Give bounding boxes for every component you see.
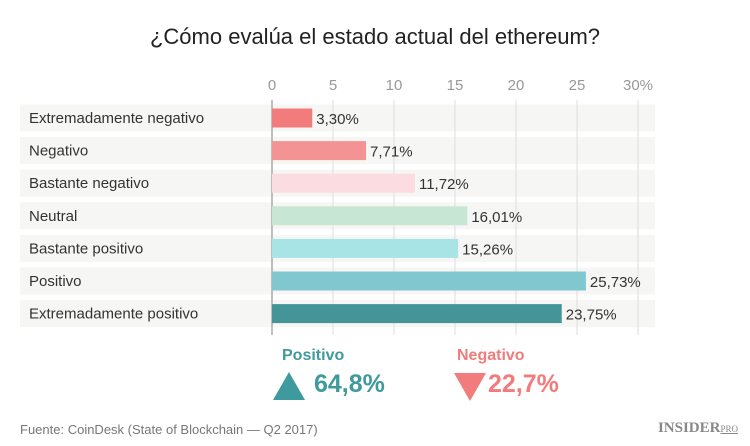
- category-label: Neutral: [29, 208, 77, 225]
- data-label: 11,72%: [419, 176, 469, 193]
- triangle-down-icon: [454, 373, 486, 401]
- x-tick-label: 20: [508, 77, 525, 94]
- x-tick-label: 30%: [623, 77, 653, 94]
- data-label: 25,73%: [590, 274, 641, 291]
- logo-text: INSIDER: [657, 420, 721, 436]
- x-tick-label: 25: [569, 77, 586, 94]
- category-label: Bastante negativo: [29, 175, 149, 192]
- bar: [272, 238, 459, 258]
- negative-value: 22,7%: [488, 370, 559, 398]
- data-label: 7,71%: [370, 144, 413, 161]
- source-note: Fuente: CoinDesk (State of Blockchain — …: [20, 422, 318, 437]
- logo-suffix: PRO: [720, 424, 738, 434]
- category-label: Positivo: [29, 273, 82, 290]
- positive-summary: Positivo: [282, 347, 344, 365]
- x-tick-label: 15: [447, 77, 464, 94]
- negative-summary: Negativo: [457, 347, 525, 365]
- bar: [272, 173, 415, 193]
- category-label: Extremadamente negativo: [29, 110, 204, 127]
- bar: [272, 108, 313, 128]
- x-tick-label: 5: [329, 77, 337, 94]
- negative-label: Negativo: [457, 347, 525, 364]
- x-tick-label: 0: [268, 77, 276, 94]
- data-label: 23,75%: [566, 307, 617, 324]
- bar: [272, 206, 468, 226]
- positive-label: Positivo: [282, 347, 345, 364]
- row-background: [20, 104, 655, 132]
- positive-value: 64,8%: [314, 370, 385, 398]
- category-label: Bastante positivo: [29, 240, 143, 257]
- data-label: 3,30%: [316, 111, 359, 128]
- chart-title: ¿Cómo evalúa el estado actual del ethere…: [149, 24, 601, 49]
- x-tick-label: 10: [386, 77, 403, 94]
- bar: [272, 304, 562, 324]
- data-label: 15,26%: [462, 241, 513, 258]
- data-label: 16,01%: [471, 209, 522, 226]
- logo: INSIDERPRO: [658, 420, 738, 437]
- category-label: Negativo: [29, 143, 88, 160]
- triangle-up-icon: [273, 372, 305, 400]
- bar: [272, 141, 367, 161]
- bar: [272, 271, 586, 291]
- category-label: Extremadamente positivo: [29, 306, 198, 323]
